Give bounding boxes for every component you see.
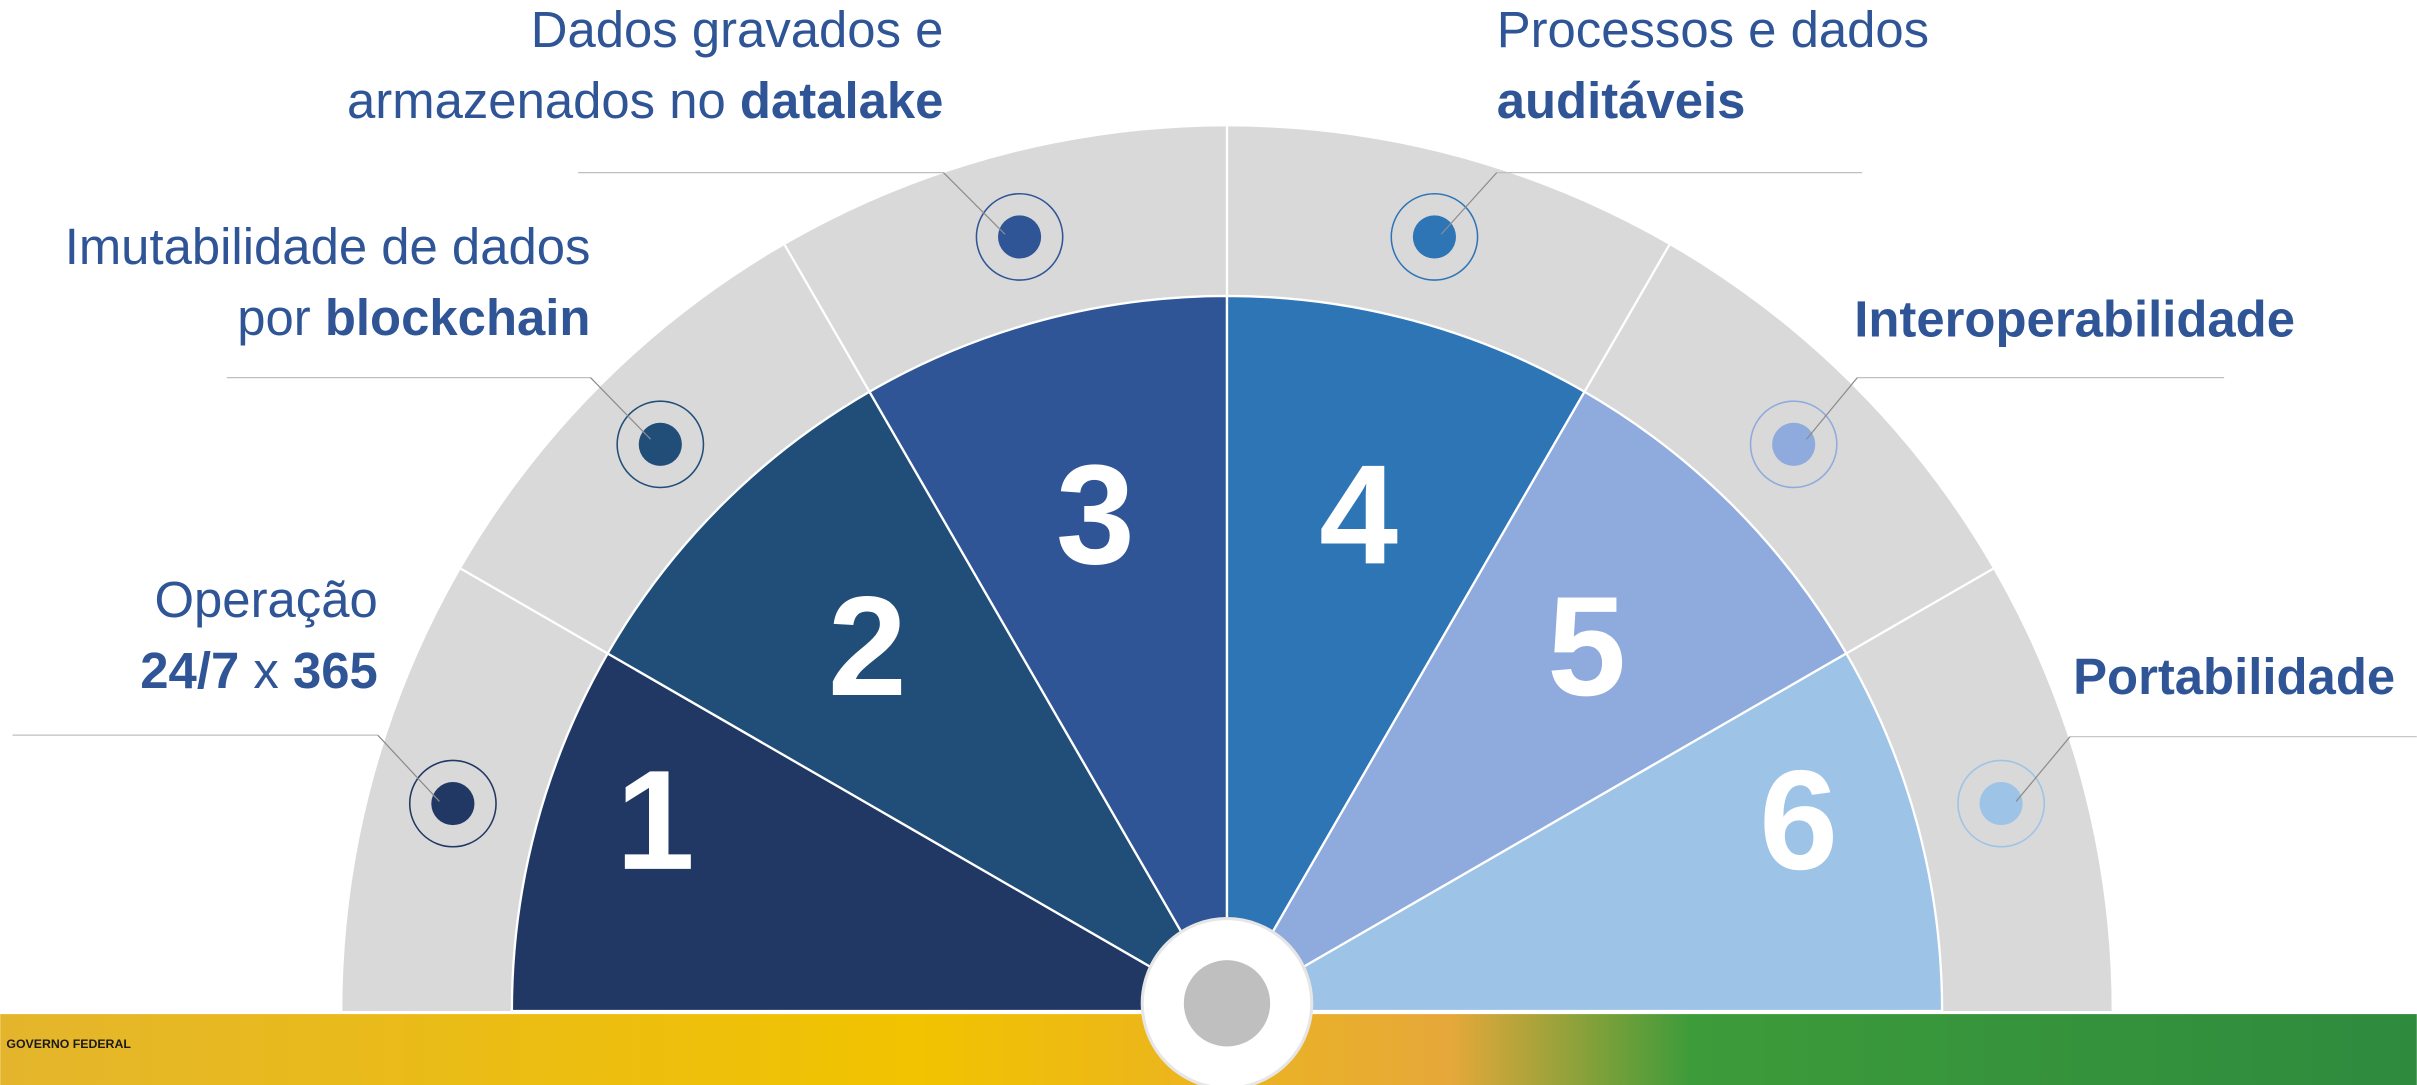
marker-dot (639, 423, 682, 466)
label-span: 365 (293, 642, 378, 699)
segment-number: 5 (1547, 568, 1626, 726)
label-span: auditáveis (1497, 72, 1746, 129)
label-line: armazenados no datalake (347, 72, 943, 129)
segment-number: 4 (1319, 436, 1398, 594)
footer-label: GOVERNO FEDERAL (6, 1037, 131, 1051)
label-span: Portabilidade (2073, 649, 2395, 706)
marker-dot (1413, 215, 1456, 258)
label-line: Dados gravados e (531, 1, 944, 58)
label-span: por (237, 290, 325, 347)
label-span: Operação (155, 572, 378, 629)
label-span: Dados gravados e (531, 1, 944, 58)
label-line: 24/7 x 365 (140, 642, 377, 699)
marker-dot (1772, 423, 1815, 466)
label-line: Interoperabilidade (1854, 291, 2295, 348)
label-line: Processos e dados (1497, 1, 1929, 58)
diagram: GOVERNO FEDERAL 123 456 Operação 24/7 x 365… (0, 0, 2417, 1085)
label-line: Operação (155, 572, 378, 629)
label-span: blockchain (325, 290, 591, 347)
marker-dot (431, 782, 474, 825)
label-span: x (239, 642, 293, 699)
segment-number: 3 (1056, 436, 1135, 594)
label-line: Portabilidade (2073, 649, 2395, 706)
label-span: datalake (740, 72, 944, 129)
label-span: 24/7 (140, 642, 239, 699)
segment-number: 1 (616, 742, 695, 900)
label-span: armazenados no (347, 72, 740, 129)
hub-inner (1184, 960, 1270, 1046)
marker-dot (998, 215, 1041, 258)
label-span: Interoperabilidade (1854, 291, 2295, 348)
label-line: Imutabilidade de dados (65, 219, 591, 276)
label-span: Imutabilidade de dados (65, 219, 591, 276)
segment-number: 6 (1759, 742, 1838, 900)
segment-number: 2 (828, 568, 907, 726)
label-span: Processos e dados (1497, 1, 1929, 58)
marker-dot (1980, 782, 2023, 825)
gauge: 123 456 Operação 24/7 x 365 Imutabilidade de… (13, 1, 2417, 1085)
label-line: por blockchain (237, 290, 590, 347)
label-line: auditáveis (1497, 72, 1746, 129)
